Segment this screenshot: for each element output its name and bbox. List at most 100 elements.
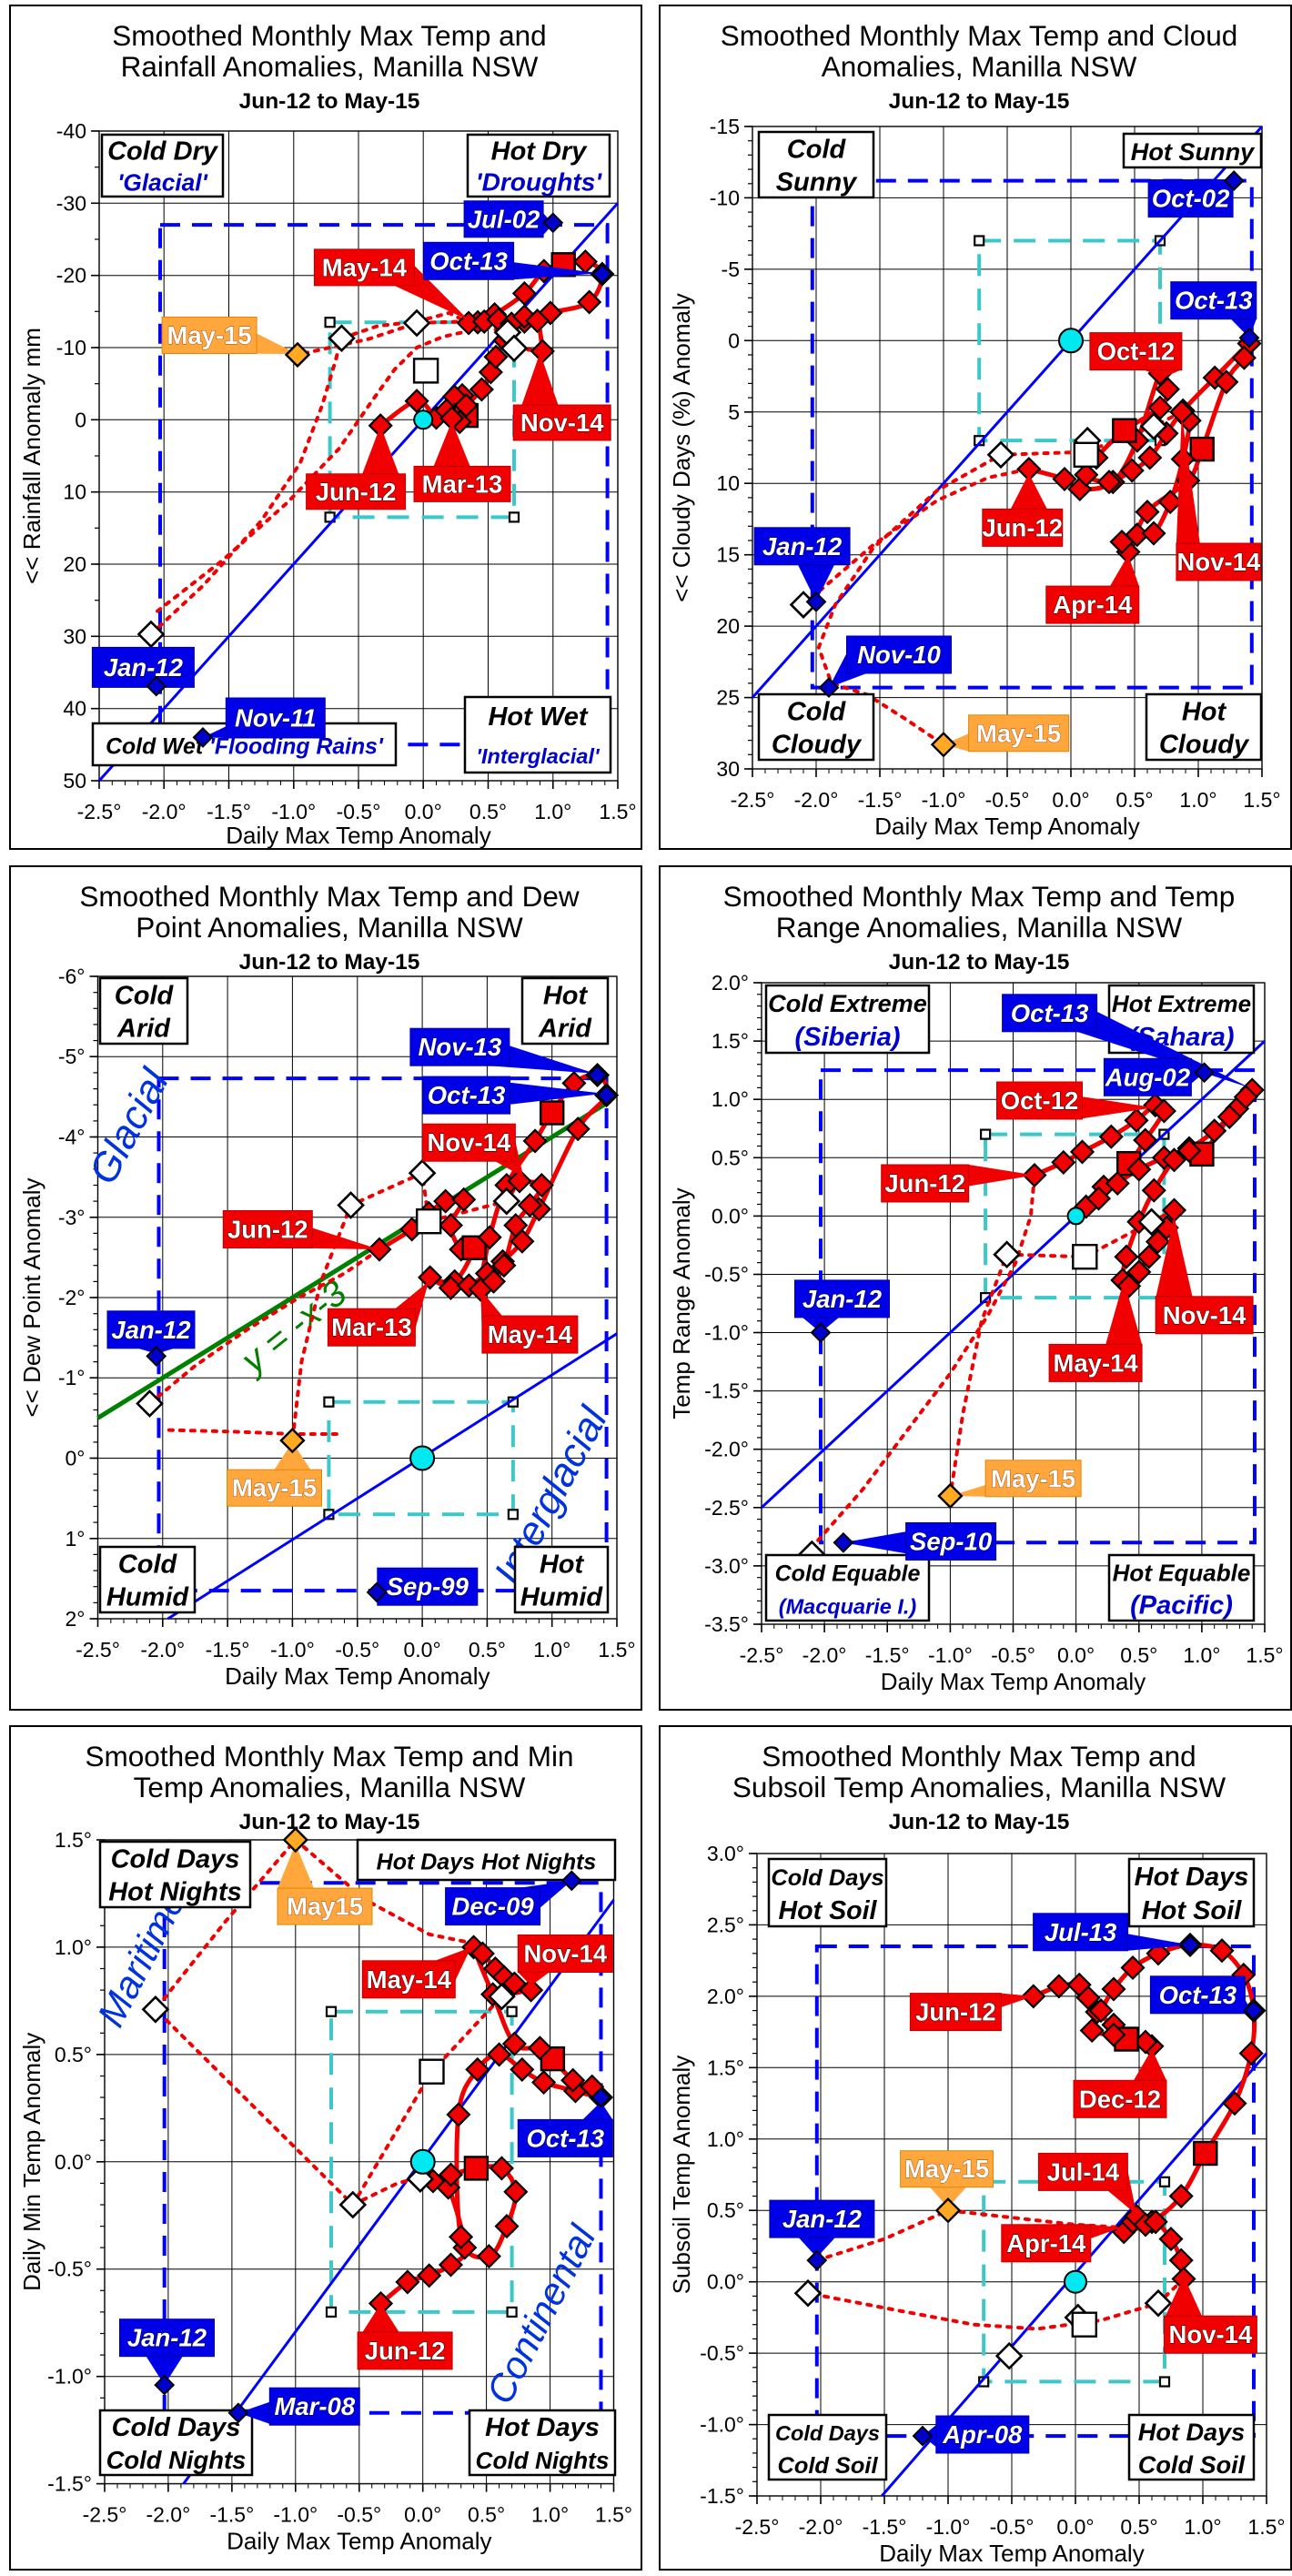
svg-text:May-15: May-15 bbox=[990, 1464, 1075, 1492]
svg-text:-2.5°: -2.5° bbox=[730, 788, 774, 812]
svg-text:-1.0°: -1.0° bbox=[273, 2503, 318, 2527]
svg-text:-2.0°: -2.0° bbox=[793, 788, 838, 812]
svg-text:-1.5°: -1.5° bbox=[862, 2515, 906, 2539]
svg-text:Oct-02: Oct-02 bbox=[1151, 185, 1229, 213]
svg-text:-10: -10 bbox=[709, 187, 739, 210]
svg-text:Daily Max Temp Anomaly: Daily Max Temp Anomaly bbox=[227, 2528, 491, 2555]
svg-text:-2.0°: -2.0° bbox=[798, 2515, 843, 2539]
svg-text:Apr-08: Apr-08 bbox=[942, 2420, 1023, 2449]
svg-text:Hot Nights: Hot Nights bbox=[108, 1878, 242, 1907]
svg-text:Hot Days: Hot Days bbox=[1134, 1863, 1248, 1892]
svg-text:-2.5°: -2.5° bbox=[82, 2503, 126, 2527]
svg-text:-0.5°: -0.5° bbox=[337, 2503, 381, 2527]
svg-text:(Macquarie I.): (Macquarie I.) bbox=[778, 1594, 916, 1618]
svg-text:Subsoil Temp Anomaly: Subsoil Temp Anomaly bbox=[668, 2056, 695, 2295]
svg-text:1.5°: 1.5° bbox=[1243, 788, 1280, 812]
svg-text:Nov-14: Nov-14 bbox=[520, 409, 603, 437]
svg-text:-0.5°: -0.5° bbox=[704, 1262, 749, 1286]
svg-text:<< Rainfall Anomaly mm: << Rainfall Anomaly mm bbox=[18, 328, 45, 584]
svg-text:-1.0°: -1.0° bbox=[269, 1638, 314, 1662]
svg-text:-10: -10 bbox=[56, 336, 86, 359]
svg-text:Rainfall Anomalies, Manilla NS: Rainfall Anomalies, Manilla NSW bbox=[120, 50, 538, 83]
svg-text:Cold Wet 'Flooding Rains': Cold Wet 'Flooding Rains' bbox=[106, 735, 384, 760]
svg-text:-2.5°: -2.5° bbox=[734, 2515, 779, 2539]
svg-text:-0.5°: -0.5° bbox=[336, 800, 380, 823]
svg-text:-2.5°: -2.5° bbox=[76, 800, 121, 823]
svg-text:Cold: Cold bbox=[786, 698, 846, 727]
svg-text:0.0°: 0.0° bbox=[404, 800, 441, 823]
svg-text:Jun-12: Jun-12 bbox=[227, 1215, 308, 1243]
svg-text:May-15: May-15 bbox=[231, 1474, 316, 1502]
svg-text:1.0°: 1.0° bbox=[531, 2503, 569, 2527]
svg-text:Cold Soil: Cold Soil bbox=[777, 2453, 878, 2479]
svg-text:0.0°: 0.0° bbox=[711, 1204, 748, 1227]
svg-text:Arid: Arid bbox=[116, 1014, 171, 1043]
svg-text:1°: 1° bbox=[65, 1527, 85, 1551]
svg-text:Oct-13: Oct-13 bbox=[1010, 999, 1088, 1027]
svg-text:-2.0°: -2.0° bbox=[704, 1438, 749, 1461]
svg-text:20: 20 bbox=[716, 614, 740, 638]
svg-text:-2.0°: -2.0° bbox=[141, 800, 186, 823]
svg-text:Jun-12 to May-15: Jun-12 to May-15 bbox=[238, 950, 419, 975]
svg-text:<< Cloudy Days (%) Anomaly: << Cloudy Days (%) Anomaly bbox=[668, 294, 695, 603]
svg-text:Jul-13: Jul-13 bbox=[1044, 1918, 1115, 1946]
svg-text:1.5°: 1.5° bbox=[1246, 1643, 1283, 1667]
svg-text:Humid: Humid bbox=[106, 1582, 189, 1611]
svg-text:Daily Max Temp Anomaly: Daily Max Temp Anomaly bbox=[880, 1668, 1145, 1695]
svg-text:1.5°: 1.5° bbox=[598, 1638, 635, 1662]
svg-text:-0.5°: -0.5° bbox=[700, 2341, 744, 2365]
svg-text:Daily Max Temp Anomaly: Daily Max Temp Anomaly bbox=[874, 813, 1139, 840]
svg-text:Smoothed Monthly Max Temp and: Smoothed Monthly Max Temp and bbox=[762, 1740, 1196, 1773]
svg-text:-3.5°: -3.5° bbox=[704, 1612, 749, 1636]
svg-text:Hot Soil: Hot Soil bbox=[1141, 1896, 1241, 1925]
svg-text:-15: -15 bbox=[709, 115, 739, 138]
svg-text:Jan-12: Jan-12 bbox=[802, 1285, 882, 1313]
svg-text:-0.5°: -0.5° bbox=[984, 788, 1029, 812]
svg-text:Oct-13: Oct-13 bbox=[526, 2125, 604, 2153]
svg-text:1.5°: 1.5° bbox=[706, 2056, 743, 2080]
svg-text:-0.5°: -0.5° bbox=[989, 2515, 1034, 2539]
svg-text:May15: May15 bbox=[286, 1893, 362, 1921]
svg-text:Dec-12: Dec-12 bbox=[1078, 2086, 1160, 2114]
svg-text:-3.0°: -3.0° bbox=[704, 1554, 749, 1578]
svg-text:Jun-12 to May-15: Jun-12 to May-15 bbox=[238, 89, 419, 114]
svg-text:Mar-13: Mar-13 bbox=[421, 470, 502, 499]
svg-text:2.0°: 2.0° bbox=[711, 971, 748, 995]
svg-text:'Droughts': 'Droughts' bbox=[475, 168, 602, 197]
svg-text:0.5°: 0.5° bbox=[1120, 2515, 1157, 2539]
svg-text:Hot: Hot bbox=[539, 1550, 584, 1579]
svg-text:Cold Equable: Cold Equable bbox=[774, 1561, 920, 1586]
svg-text:-1.5°: -1.5° bbox=[207, 800, 251, 823]
svg-text:Jan-12: Jan-12 bbox=[103, 653, 183, 682]
svg-text:Apr-14: Apr-14 bbox=[1006, 2229, 1086, 2258]
svg-text:Temp Anomalies, Manilla NSW: Temp Anomalies, Manilla NSW bbox=[133, 1771, 525, 1803]
svg-text:25: 25 bbox=[716, 686, 740, 710]
svg-text:'Glacial': 'Glacial' bbox=[117, 169, 208, 197]
svg-text:-5°: -5° bbox=[57, 1045, 85, 1068]
svg-text:5: 5 bbox=[728, 400, 740, 424]
svg-text:Cold Nights: Cold Nights bbox=[106, 2446, 246, 2474]
svg-text:Hot Soil: Hot Soil bbox=[778, 1896, 877, 1925]
svg-text:Dec-09: Dec-09 bbox=[451, 1893, 534, 1921]
svg-text:0.0°: 0.0° bbox=[403, 1638, 440, 1662]
svg-text:-1.5°: -1.5° bbox=[205, 1638, 249, 1662]
svg-text:Cold Dry: Cold Dry bbox=[107, 137, 219, 167]
svg-text:-1.0°: -1.0° bbox=[704, 1320, 749, 1344]
svg-text:-3°: -3° bbox=[57, 1206, 85, 1229]
svg-text:May-14: May-14 bbox=[1053, 1349, 1138, 1377]
svg-text:Daily Min Temp Anomaly: Daily Min Temp Anomaly bbox=[18, 2033, 45, 2291]
svg-text:2.5°: 2.5° bbox=[706, 1914, 743, 1937]
svg-text:Hot: Hot bbox=[1181, 698, 1226, 727]
svg-text:0.0°: 0.0° bbox=[706, 2270, 743, 2294]
svg-text:1.0°: 1.0° bbox=[711, 1087, 748, 1111]
svg-text:Humid: Humid bbox=[520, 1582, 603, 1611]
svg-text:Aug-02: Aug-02 bbox=[1104, 1063, 1190, 1091]
svg-text:Mar-08: Mar-08 bbox=[274, 2392, 355, 2420]
svg-text:Nov-14: Nov-14 bbox=[1168, 2320, 1252, 2349]
svg-text:Cold: Cold bbox=[114, 981, 174, 1010]
svg-text:2.0°: 2.0° bbox=[706, 1985, 743, 2008]
svg-text:May-15: May-15 bbox=[903, 2155, 988, 2183]
svg-text:Smoothed Monthly Max Temp and: Smoothed Monthly Max Temp and Min bbox=[85, 1740, 573, 1773]
svg-text:-2°: -2° bbox=[57, 1286, 85, 1309]
svg-text:Hot Equable: Hot Equable bbox=[1112, 1559, 1250, 1586]
